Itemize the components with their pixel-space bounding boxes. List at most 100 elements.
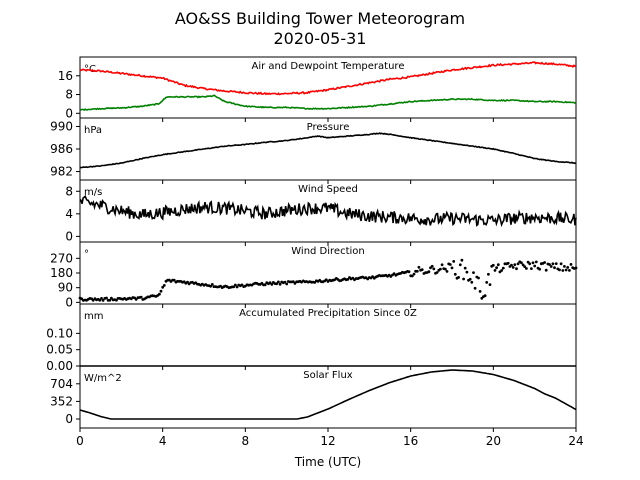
x-tick-label: 16 xyxy=(403,434,418,448)
y-tick-label: 180 xyxy=(50,266,73,280)
wind-direction-point xyxy=(483,294,487,298)
wind-direction-point xyxy=(232,285,236,289)
wind-direction-point xyxy=(115,298,118,302)
y-tick-label: 8 xyxy=(65,184,73,198)
wind-direction-point xyxy=(487,272,490,276)
panel-unit: m/s xyxy=(84,187,102,198)
wind-direction-point xyxy=(574,266,578,270)
wind-direction-point xyxy=(139,295,143,299)
panel-unit: mm xyxy=(84,311,103,322)
panel-title: Accumulated Precipitation Since 0Z xyxy=(239,308,417,319)
wind-direction-point xyxy=(568,269,571,272)
wind-direction-point xyxy=(559,262,563,266)
series-line xyxy=(79,132,577,169)
wind-direction-point xyxy=(470,280,474,284)
panel-5: 0.00 0.05 0.10 Accumulated Precipitation Si… xyxy=(46,303,577,373)
wind-direction-point xyxy=(453,272,457,276)
wind-direction-point xyxy=(538,267,541,271)
wind-direction-point xyxy=(445,270,449,273)
wind-direction-point xyxy=(268,281,272,284)
wind-direction-point xyxy=(488,283,492,286)
wind-direction-point xyxy=(501,266,505,270)
wind-direction-point xyxy=(473,286,477,290)
y-tick-label: 0 xyxy=(65,106,73,120)
wind-direction-point xyxy=(275,282,279,286)
series-line xyxy=(79,94,577,111)
wind-direction-point xyxy=(277,280,280,284)
wind-direction-point xyxy=(452,260,456,263)
wind-direction-point xyxy=(460,258,464,262)
wind-direction-point xyxy=(412,272,416,276)
wind-direction-point xyxy=(554,262,558,265)
wind-direction-point xyxy=(493,269,497,272)
wind-direction-point xyxy=(283,280,287,284)
wind-direction-point xyxy=(430,264,434,268)
wind-direction-point xyxy=(510,263,513,267)
y-tick-label: 4 xyxy=(65,207,73,221)
wind-direction-point xyxy=(346,278,350,281)
wind-direction-point xyxy=(472,271,475,274)
x-axis-label: Time (UTC) xyxy=(294,455,361,469)
wind-direction-point xyxy=(528,262,532,266)
x-tick-label: 20 xyxy=(486,434,501,448)
wind-direction-point xyxy=(278,282,282,286)
wind-direction-point xyxy=(465,270,469,274)
wind-direction-point xyxy=(491,263,495,267)
wind-direction-point xyxy=(415,269,419,273)
wind-direction-point xyxy=(506,261,510,265)
wind-direction-point xyxy=(98,298,102,302)
wind-direction-point xyxy=(463,266,467,270)
wind-direction-point xyxy=(435,271,439,274)
wind-direction-point xyxy=(511,266,515,269)
wind-direction-point xyxy=(105,296,108,300)
wind-direction-point xyxy=(417,265,421,269)
wind-direction-point xyxy=(468,277,472,281)
x-tick-label: 24 xyxy=(568,434,583,448)
panel-2: 982 986 990 Pressure hPa xyxy=(50,117,577,184)
wind-direction-point xyxy=(234,283,237,287)
wind-direction-point xyxy=(513,263,517,266)
wind-direction-point xyxy=(500,269,503,272)
wind-direction-point xyxy=(100,297,103,300)
series-line xyxy=(79,194,577,228)
y-tick-label: 986 xyxy=(50,142,73,156)
wind-direction-point xyxy=(263,283,267,287)
wind-direction-point xyxy=(553,266,556,270)
wind-direction-point xyxy=(548,263,551,266)
wind-direction-point xyxy=(172,278,176,282)
wind-direction-point xyxy=(485,281,489,284)
wind-direction-point xyxy=(457,276,460,279)
wind-direction-point xyxy=(544,268,548,272)
y-tick-label: 990 xyxy=(50,119,73,133)
wind-direction-point xyxy=(533,264,537,268)
y-tick-label: 0.10 xyxy=(46,326,73,340)
wind-direction-point xyxy=(516,262,520,266)
wind-direction-point xyxy=(440,263,444,267)
wind-direction-point xyxy=(448,263,452,266)
panel-3: 0 4 8 Wind Speed m/s xyxy=(65,179,577,246)
wind-direction-point xyxy=(564,268,568,272)
wind-direction-point xyxy=(392,272,396,275)
wind-direction-point xyxy=(531,261,535,265)
y-tick-label: 90 xyxy=(58,281,73,295)
wind-direction-point xyxy=(432,267,436,271)
wind-direction-point xyxy=(520,261,523,265)
wind-direction-point xyxy=(543,261,546,264)
wind-direction-point xyxy=(410,274,414,278)
wind-direction-point xyxy=(134,298,138,301)
wind-direction-point xyxy=(558,268,561,272)
wind-direction-point xyxy=(495,266,498,270)
wind-direction-point xyxy=(478,290,482,293)
x-tick-label: 4 xyxy=(159,434,167,448)
series-line xyxy=(79,61,577,96)
wind-direction-point xyxy=(209,284,213,288)
y-tick-label: 0 xyxy=(65,412,73,426)
y-tick-label: 0 xyxy=(65,295,73,309)
y-tick-label: 982 xyxy=(50,165,73,179)
y-tick-label: 8 xyxy=(65,88,73,102)
wind-direction-point xyxy=(561,269,565,272)
wind-direction-point xyxy=(270,283,274,286)
wind-direction-point xyxy=(162,284,166,287)
